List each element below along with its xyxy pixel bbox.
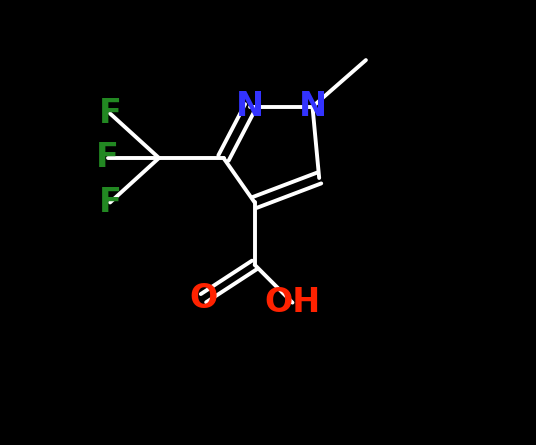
Text: F: F (99, 186, 122, 219)
Text: N: N (236, 90, 264, 123)
Text: OH: OH (264, 286, 321, 319)
Text: F: F (96, 142, 119, 174)
Text: F: F (99, 97, 122, 130)
Text: O: O (189, 282, 218, 315)
Text: N: N (299, 90, 326, 123)
